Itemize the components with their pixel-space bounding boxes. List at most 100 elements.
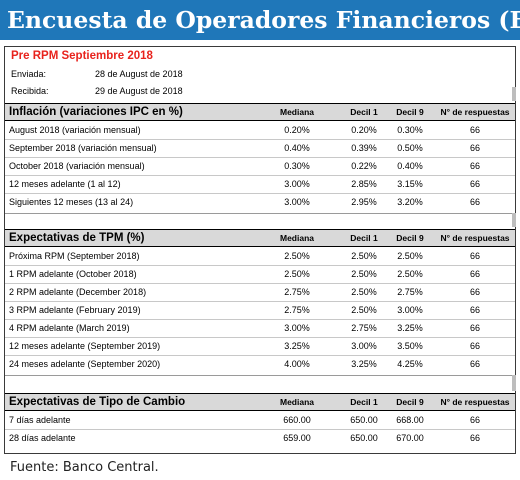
page-banner-title: Encuesta de Operadores Financieros (EOF) xyxy=(0,0,520,40)
responses-value: 66 xyxy=(469,305,480,315)
table-row: 7 días adelante 660.00 650.00 668.00 66 xyxy=(5,412,515,430)
decile1-value: 2.75% xyxy=(351,323,377,333)
responses-value: 66 xyxy=(469,125,480,135)
responses-value: 66 xyxy=(469,143,480,153)
decile9-value: 3.15% xyxy=(397,179,423,189)
responses-value: 66 xyxy=(469,323,480,333)
median-value: 4.00% xyxy=(284,359,310,369)
decile1-value: 3.00% xyxy=(351,341,377,351)
table-row: 4 RPM adelante (March 2019) 3.00% 2.75% … xyxy=(5,320,515,338)
side-marker xyxy=(510,213,516,227)
side-marker xyxy=(510,87,516,101)
row-divider xyxy=(5,319,515,320)
decile9-value: 2.50% xyxy=(397,269,423,279)
responses-value: 66 xyxy=(469,433,480,443)
table-row: September 2018 (variación mensual) 0.40%… xyxy=(5,140,515,158)
decile1-value: 650.00 xyxy=(350,433,378,443)
median-value: 660.00 xyxy=(283,415,311,425)
decile1-value: 0.20% xyxy=(351,125,377,135)
section-title: Expectativas de Tipo de Cambio xyxy=(9,396,186,408)
received-label: Recibida: xyxy=(11,86,49,96)
col-decile1-header: Decil 1 xyxy=(350,233,378,243)
responses-value: 66 xyxy=(469,287,480,297)
row-divider xyxy=(5,429,515,430)
median-value: 2.75% xyxy=(284,305,310,315)
decile1-value: 0.39% xyxy=(351,143,377,153)
row-divider xyxy=(5,301,515,302)
decile9-value: 670.00 xyxy=(396,433,424,443)
responses-value: 66 xyxy=(469,269,480,279)
median-value: 2.75% xyxy=(284,287,310,297)
responses-value: 66 xyxy=(469,251,480,261)
col-responses-header: N° de respuestas xyxy=(440,233,510,243)
row-label: 24 meses adelante (September 2020) xyxy=(9,359,161,369)
survey-table-frame: Pre RPM Septiembre 2018 Enviada: 28 de A… xyxy=(4,46,516,454)
decile9-value: 3.50% xyxy=(397,341,423,351)
decile1-value: 650.00 xyxy=(350,415,378,425)
section-header-inflation: Inflación (variaciones IPC en %) Mediana… xyxy=(5,103,515,121)
median-value: 3.00% xyxy=(284,197,310,207)
decile1-value: 3.25% xyxy=(351,359,377,369)
section-title: Inflación (variaciones IPC en %) xyxy=(9,106,183,118)
col-responses-header: N° de respuestas xyxy=(440,107,510,117)
side-marker xyxy=(510,375,516,391)
decile9-value: 0.40% xyxy=(397,161,423,171)
col-median-header: Mediana xyxy=(279,107,314,117)
table-row: 28 días adelante 659.00 650.00 670.00 66 xyxy=(5,430,515,448)
section-spacer xyxy=(5,375,515,389)
row-label: 28 días adelante xyxy=(9,433,76,443)
median-value: 2.50% xyxy=(284,269,310,279)
col-decile9-header: Decil 9 xyxy=(396,397,424,407)
decile9-value: 2.75% xyxy=(397,287,423,297)
row-label: 12 meses adelante (1 al 12) xyxy=(9,179,121,189)
table-row: 12 meses adelante (1 al 12) 3.00% 2.85% … xyxy=(5,176,515,194)
row-label: Siguientes 12 meses (13 al 24) xyxy=(9,197,134,207)
decile9-value: 3.25% xyxy=(397,323,423,333)
decile1-value: 0.22% xyxy=(351,161,377,171)
decile1-value: 2.50% xyxy=(351,269,377,279)
table-row: 1 RPM adelante (October 2018) 2.50% 2.50… xyxy=(5,266,515,284)
decile9-value: 0.30% xyxy=(397,125,423,135)
responses-value: 66 xyxy=(469,197,480,207)
median-value: 659.00 xyxy=(283,433,311,443)
median-value: 2.50% xyxy=(284,251,310,261)
col-responses-header: N° de respuestas xyxy=(440,397,510,407)
row-divider xyxy=(5,337,515,338)
row-label: 2 RPM adelante (December 2018) xyxy=(9,287,147,297)
source-note: Fuente: Banco Central. xyxy=(10,460,159,475)
row-divider xyxy=(5,265,515,266)
section-header-exchange-rate: Expectativas de Tipo de Cambio Mediana D… xyxy=(5,393,515,411)
col-decile9-header: Decil 9 xyxy=(396,107,424,117)
row-divider xyxy=(5,193,515,194)
sent-date: 28 de August de 2018 xyxy=(95,69,183,79)
responses-value: 66 xyxy=(469,179,480,189)
table-row: 2 RPM adelante (December 2018) 2.75% 2.5… xyxy=(5,284,515,302)
section-header-tpm: Expectativas de TPM (%) Mediana Decil 1 … xyxy=(5,229,515,247)
table-row: 12 meses adelante (September 2019) 3.25%… xyxy=(5,338,515,356)
table-row: 24 meses adelante (September 2020) 4.00%… xyxy=(5,356,515,374)
decile1-value: 2.50% xyxy=(351,305,377,315)
decile9-value: 3.00% xyxy=(397,305,423,315)
survey-title: Pre RPM Septiembre 2018 xyxy=(11,50,153,62)
median-value: 3.00% xyxy=(284,179,310,189)
decile1-value: 2.85% xyxy=(351,179,377,189)
row-divider xyxy=(5,175,515,176)
row-label: September 2018 (variación mensual) xyxy=(9,143,157,153)
row-divider xyxy=(5,139,515,140)
section-spacer xyxy=(5,213,515,227)
col-decile1-header: Decil 1 xyxy=(350,107,378,117)
table-row: Siguientes 12 meses (13 al 24) 3.00% 2.9… xyxy=(5,194,515,212)
row-label: 4 RPM adelante (March 2019) xyxy=(9,323,130,333)
row-label: Próxima RPM (September 2018) xyxy=(9,251,140,261)
row-label: 12 meses adelante (September 2019) xyxy=(9,341,161,351)
table-row: Próxima RPM (September 2018) 2.50% 2.50%… xyxy=(5,248,515,266)
row-label: October 2018 (variación mensual) xyxy=(9,161,145,171)
decile9-value: 2.50% xyxy=(397,251,423,261)
col-decile9-header: Decil 9 xyxy=(396,233,424,243)
row-divider xyxy=(5,355,515,356)
row-divider xyxy=(5,157,515,158)
median-value: 0.30% xyxy=(284,161,310,171)
col-median-header: Mediana xyxy=(279,397,314,407)
decile1-value: 2.50% xyxy=(351,251,377,261)
table-row: August 2018 (variación mensual) 0.20% 0.… xyxy=(5,122,515,140)
